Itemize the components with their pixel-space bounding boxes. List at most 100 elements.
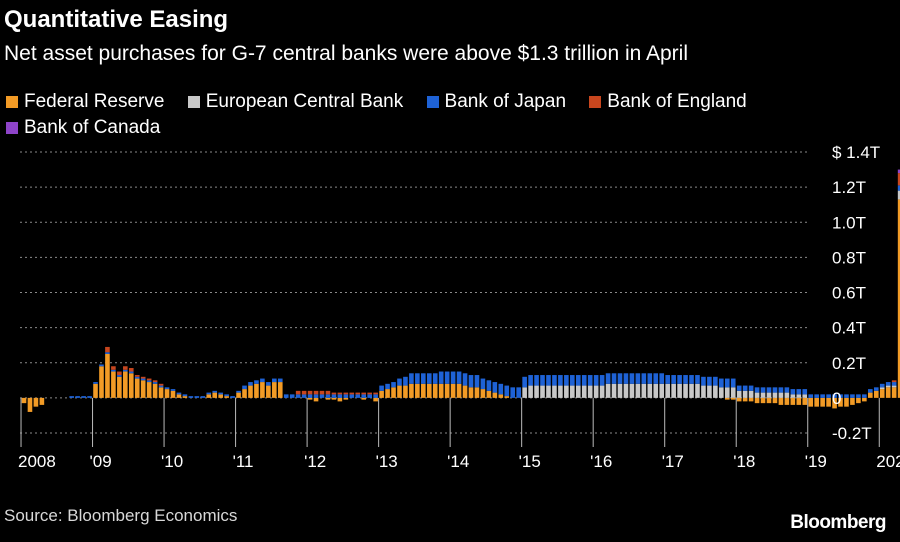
bar-segment (897, 199, 900, 398)
bar-segment (695, 375, 700, 384)
bar-segment (510, 387, 516, 398)
bar-segment (653, 373, 659, 384)
bar-segment (778, 387, 784, 393)
x-tick-label: '15 (519, 452, 541, 471)
bar-segment (480, 389, 486, 398)
y-tick-label: 1.2T (832, 178, 866, 197)
bar-segment (772, 397, 778, 404)
bar-segment (343, 392, 349, 395)
bar-segment (575, 375, 581, 386)
bar-segment (820, 397, 825, 407)
bar-segment (802, 389, 808, 395)
bar-segment (313, 394, 319, 398)
bar-segment (558, 385, 563, 398)
bar-segment (891, 380, 897, 383)
bar-segment (629, 373, 635, 384)
bar-segment (605, 373, 611, 384)
bar-segment (218, 394, 223, 398)
legend-label: Federal Reserve (24, 91, 165, 112)
bar-segment (319, 394, 325, 398)
y-tick-label: 0.6T (832, 284, 866, 303)
bar-segment (397, 385, 402, 398)
bar-segment (444, 383, 450, 398)
bar-segment (295, 394, 301, 398)
bar-segment (772, 392, 778, 398)
bar-segment (313, 390, 319, 395)
bar-segment (236, 390, 241, 393)
bar-segment (391, 382, 396, 388)
bar-segment (552, 385, 557, 398)
bar-segment (450, 371, 456, 384)
bar-segment (194, 396, 200, 398)
bar-segment (438, 383, 444, 398)
bar-segment (409, 383, 414, 398)
bar-segment (158, 383, 164, 386)
bar-segment (891, 382, 897, 386)
bar-segment (146, 380, 152, 383)
bar-segment (701, 376, 706, 386)
bar-segment (182, 396, 188, 398)
bar-segment (897, 190, 900, 200)
bar-segment (134, 378, 140, 398)
bar-segment (879, 389, 885, 398)
bar-segment (790, 389, 796, 395)
bar-segment (677, 383, 682, 398)
source-note: Source: Bloomberg Economics (4, 506, 238, 525)
bar-segment (438, 371, 444, 384)
bar-segment (784, 397, 790, 405)
bloomberg-logo: Bloomberg (790, 512, 886, 533)
bar-segment (814, 394, 819, 398)
bar-segment (730, 397, 736, 400)
bar-segment (677, 375, 682, 384)
y-tick-label: 0.8T (832, 248, 866, 267)
bar-segment (552, 375, 557, 386)
bar-segment (242, 385, 247, 390)
bar-segment (81, 396, 86, 398)
bar-segment (164, 389, 170, 398)
bar-segment (683, 375, 688, 384)
bar-segment (283, 394, 289, 398)
bar-segment (534, 385, 539, 398)
bar-segment (212, 392, 218, 398)
bar-segment (367, 394, 372, 398)
x-tick-label: '11 (233, 452, 254, 471)
bar-segment (254, 380, 259, 384)
bar-segment (200, 396, 206, 398)
bar-segment (546, 375, 551, 386)
bar-segment (254, 383, 259, 398)
legend-label: Bank of Japan (444, 91, 567, 112)
bar-segment (128, 368, 134, 372)
bar-segment (885, 387, 891, 398)
bar-segment (349, 394, 355, 398)
bar-segment (307, 397, 313, 400)
bar-segment (421, 383, 426, 398)
bar-segment (176, 392, 182, 395)
bar-segment (272, 382, 277, 398)
bar-segment (838, 394, 843, 398)
bar-segment (689, 375, 694, 384)
bar-segment (123, 369, 128, 372)
bar-segment (266, 382, 271, 386)
bar-segment (719, 387, 724, 398)
bar-segment (617, 383, 623, 398)
bar-segment (385, 389, 390, 398)
x-tick-label: '09 (90, 452, 112, 471)
legend-item-european-central-bank: European Central Bank (187, 89, 403, 115)
bar-segment (325, 394, 331, 398)
x-tick-label: '12 (304, 452, 326, 471)
bar-segment (367, 392, 372, 395)
bar-segment (766, 387, 772, 393)
bar-segment (123, 366, 128, 370)
bar-segment (224, 396, 229, 398)
bar-segment (736, 385, 742, 391)
bar-segment (742, 385, 748, 391)
bar-segment (343, 397, 349, 400)
bar-segment (379, 390, 384, 398)
legend-swatch (6, 122, 18, 134)
bar-segment (21, 397, 27, 404)
bar-segment (146, 382, 152, 398)
bar-segment (432, 383, 438, 398)
bar-segment (188, 396, 194, 398)
bar-segment (772, 387, 778, 393)
bar-segment (325, 390, 331, 395)
